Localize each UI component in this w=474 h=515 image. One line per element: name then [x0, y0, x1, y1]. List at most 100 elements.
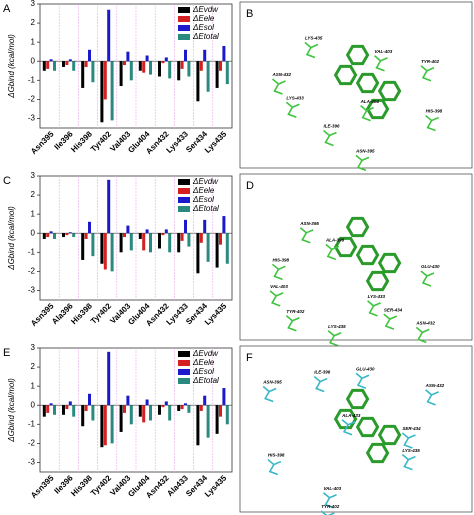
- ligand-ring: [365, 98, 390, 120]
- legend-label: ΔEsol: [192, 367, 214, 376]
- legend-swatch: [178, 197, 190, 203]
- legend-swatch: [178, 25, 190, 31]
- y-tick-label: -1: [28, 247, 36, 256]
- bar: [149, 61, 152, 75]
- bar: [119, 233, 123, 253]
- bar: [138, 233, 142, 239]
- bar: [42, 405, 46, 417]
- panel-label: A: [3, 3, 11, 15]
- bar: [203, 49, 207, 62]
- ligand-ring: [345, 216, 370, 238]
- y-tick-label: -2: [28, 94, 36, 103]
- ligand-ring: [377, 80, 402, 102]
- panel-label: D: [246, 180, 254, 192]
- bar: [138, 61, 142, 71]
- bar: [103, 233, 107, 270]
- bar: [53, 61, 56, 71]
- structure-frame: [239, 173, 473, 341]
- bar: [168, 233, 172, 253]
- bar: [149, 233, 152, 253]
- y-axis-label: ΔGbind (kcal/mol): [7, 378, 16, 443]
- residue-sticks: [299, 227, 314, 244]
- residue-sticks: [341, 419, 356, 436]
- ligand-ring: [355, 72, 380, 94]
- bar: [215, 61, 219, 88]
- bar: [123, 405, 126, 413]
- bar: [49, 231, 53, 234]
- bar: [119, 405, 123, 432]
- bar: [68, 232, 72, 234]
- y-tick-label: -3: [28, 458, 36, 467]
- bar: [206, 233, 210, 262]
- legend-label: ΔEele: [192, 186, 215, 195]
- residue-sticks: [325, 243, 340, 261]
- bar: [196, 61, 200, 102]
- bar: [53, 233, 56, 239]
- residue-sticks: [271, 78, 286, 95]
- bar: [91, 233, 95, 257]
- legend-label: ΔEvdw: [192, 5, 219, 14]
- bar: [72, 61, 76, 71]
- legend-swatch: [178, 16, 190, 22]
- bar: [199, 405, 203, 411]
- y-tick-label: -2: [28, 438, 36, 447]
- legend-swatch: [178, 34, 190, 40]
- residue-sticks: [355, 154, 370, 172]
- residue-label: ALA-433: [341, 413, 361, 418]
- bar: [91, 61, 95, 83]
- residue-sticks: [285, 315, 300, 332]
- residue-sticks: [267, 458, 282, 476]
- bar: [142, 61, 146, 73]
- bar: [107, 351, 111, 406]
- legend-swatch: [178, 188, 190, 194]
- bar: [103, 405, 107, 446]
- x-tick-label: Asn395: [29, 301, 56, 328]
- bar: [187, 233, 191, 247]
- bar: [196, 233, 200, 274]
- residue-label: ILE-396: [314, 370, 331, 375]
- bar: [72, 233, 76, 238]
- bar: [53, 405, 56, 415]
- bar: [110, 405, 114, 444]
- residue-label: VAL-403: [324, 486, 342, 491]
- bar: [138, 405, 142, 417]
- bar: [72, 405, 76, 417]
- residue-label: ALA-404: [360, 99, 380, 104]
- bar: [161, 233, 165, 236]
- bar: [91, 405, 95, 421]
- legend-swatch: [178, 369, 190, 375]
- structure-frame: [239, 1, 473, 169]
- bar: [119, 61, 123, 87]
- residue-sticks: [269, 290, 284, 307]
- legend-swatch: [178, 179, 190, 185]
- bar: [81, 233, 85, 260]
- residue-sticks: [420, 270, 435, 287]
- bar: [177, 405, 181, 411]
- residue-label: ASN-395: [299, 221, 319, 226]
- bar: [219, 405, 222, 417]
- ligand-ring: [333, 64, 358, 86]
- bar: [222, 388, 226, 406]
- legend-swatch: [178, 7, 190, 13]
- residue-label: ILE-396: [324, 124, 341, 129]
- bar: [129, 61, 133, 81]
- residue-sticks: [355, 372, 370, 389]
- bar: [65, 233, 69, 236]
- bar: [206, 61, 210, 92]
- residue-label: HIS-398: [426, 109, 443, 114]
- bar: [65, 61, 69, 66]
- ligand-ring: [377, 424, 402, 446]
- legend-swatch: [178, 360, 190, 366]
- bar: [88, 393, 91, 406]
- bar: [161, 61, 165, 64]
- bar: [164, 401, 168, 406]
- bar: [46, 233, 50, 238]
- bar: [49, 59, 53, 62]
- panel-label: F: [246, 352, 253, 364]
- residue-label: VAL-403: [270, 284, 288, 289]
- bar: [110, 61, 114, 121]
- bar: [110, 233, 114, 272]
- residue-label: ASN-395: [355, 149, 375, 154]
- bar: [81, 405, 85, 427]
- bar: [129, 233, 133, 251]
